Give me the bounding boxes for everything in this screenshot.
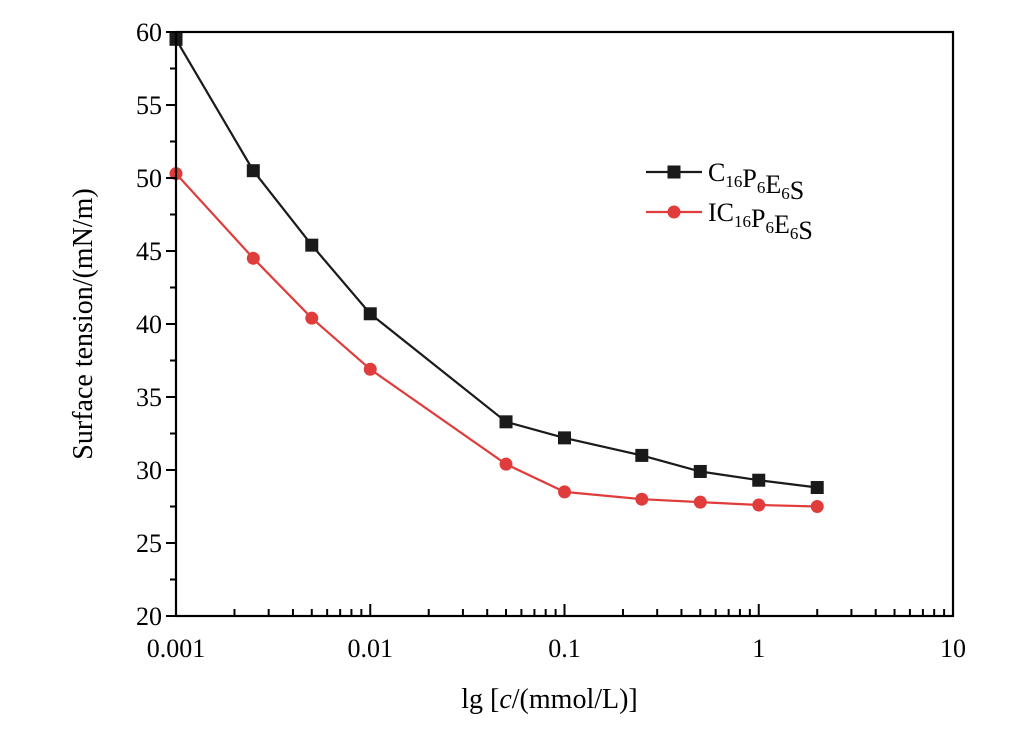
series-2-point bbox=[693, 495, 707, 509]
x-tick-label: 10 bbox=[940, 634, 966, 663]
series-2-point bbox=[752, 498, 766, 512]
x-tick-label: 0.01 bbox=[348, 634, 394, 663]
series-1-point bbox=[635, 448, 649, 462]
series-1-line bbox=[175, 38, 818, 489]
series-1-point bbox=[558, 431, 571, 445]
series-2-point bbox=[246, 251, 260, 265]
legend-label-1: C16P6E6S bbox=[708, 158, 804, 205]
legend-marker-2 bbox=[667, 205, 681, 219]
series-2-point bbox=[635, 492, 649, 506]
series-1-point bbox=[810, 481, 824, 495]
series-2-point bbox=[305, 311, 319, 325]
legend-label-2: IC16P6E6S bbox=[708, 198, 813, 245]
series-1-point bbox=[305, 238, 319, 252]
series-1-point bbox=[499, 415, 513, 429]
series-2-line bbox=[175, 172, 818, 508]
series-1-point bbox=[246, 164, 260, 178]
series-2-point bbox=[810, 500, 824, 513]
legend-marker-1 bbox=[667, 165, 681, 179]
y-tick-label: 30 bbox=[136, 456, 162, 485]
series-1-point bbox=[752, 473, 766, 487]
plot-layer: 0.001 0.01 0.1 1 10 20 25 30 35 40 45 50 55 60 lg [c/(… bbox=[68, 18, 966, 715]
series-2-point bbox=[363, 362, 377, 376]
series-2-point bbox=[558, 485, 571, 499]
y-tick-label: 45 bbox=[136, 237, 162, 266]
series-2-point bbox=[499, 457, 513, 471]
series-1-point bbox=[363, 307, 377, 321]
y-tick-label: 50 bbox=[136, 164, 162, 193]
y-axis-title: Surface tension/(mN/m) bbox=[68, 188, 99, 459]
x-tick-label: 0.1 bbox=[548, 634, 581, 663]
plot-frame bbox=[174, 30, 955, 618]
y-tick-label: 60 bbox=[136, 18, 162, 47]
x-axis-title: lg [c/(mmol/L)] bbox=[461, 684, 638, 715]
y-tick-label: 40 bbox=[136, 310, 162, 339]
y-tick-label: 55 bbox=[136, 91, 162, 120]
y-tick-label: 25 bbox=[136, 529, 162, 558]
y-tick-label: 35 bbox=[136, 383, 162, 412]
x-tick-label: 0.001 bbox=[147, 634, 206, 663]
y-tick-label: 20 bbox=[136, 602, 162, 631]
x-tick-label: 1 bbox=[752, 634, 765, 663]
series-1-point bbox=[693, 464, 707, 478]
